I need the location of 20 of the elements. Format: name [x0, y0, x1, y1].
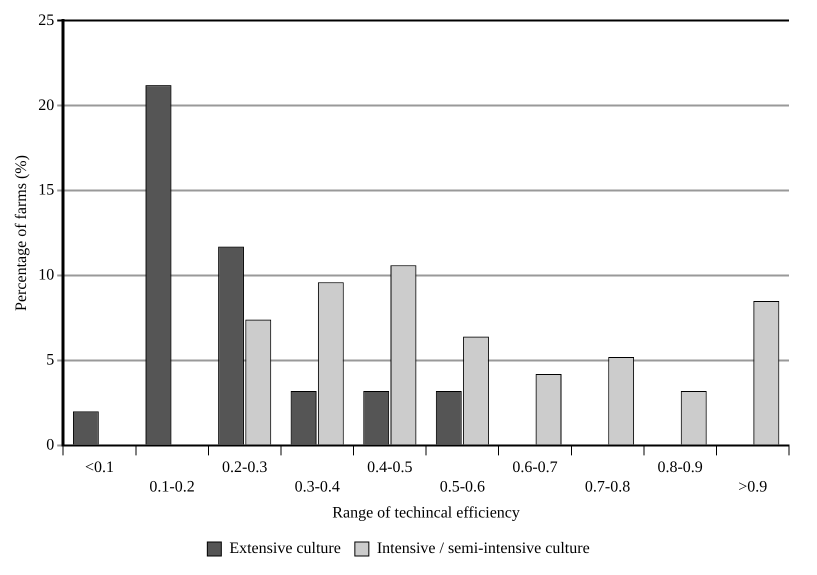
x-tick-label: 0.2-0.3 — [222, 459, 268, 476]
y-tick-label: 5 — [46, 352, 54, 369]
x-tick-label: 0.7-0.8 — [584, 478, 630, 496]
y-tick-label: 10 — [38, 266, 54, 284]
legend-label: Intensive / semi-intensive culture — [376, 540, 590, 558]
x-tick-label: 0.3-0.4 — [294, 478, 340, 496]
x-tick-label: >0.9 — [738, 478, 768, 496]
legend-label: Extensive culture — [229, 540, 341, 558]
x-tick-label: 0.5-0.6 — [440, 478, 486, 496]
x-axis-title: Range of techincal efficiency — [332, 504, 520, 522]
x-tick-label: 0.4-0.5 — [367, 459, 412, 476]
y-axis-title: Percentage of farms (%) — [12, 155, 30, 311]
y-tick-label: 0 — [46, 436, 54, 454]
x-tick-label: 0.6-0.7 — [512, 459, 558, 476]
x-tick-label: <0.1 — [84, 459, 114, 476]
y-tick-label: 15 — [38, 182, 54, 199]
y-tick-label: 25 — [38, 12, 54, 29]
x-tick-label: 0.1-0.2 — [149, 478, 195, 496]
y-tick-label: 20 — [38, 96, 54, 114]
x-tick-label: 0.8-0.9 — [657, 459, 703, 476]
